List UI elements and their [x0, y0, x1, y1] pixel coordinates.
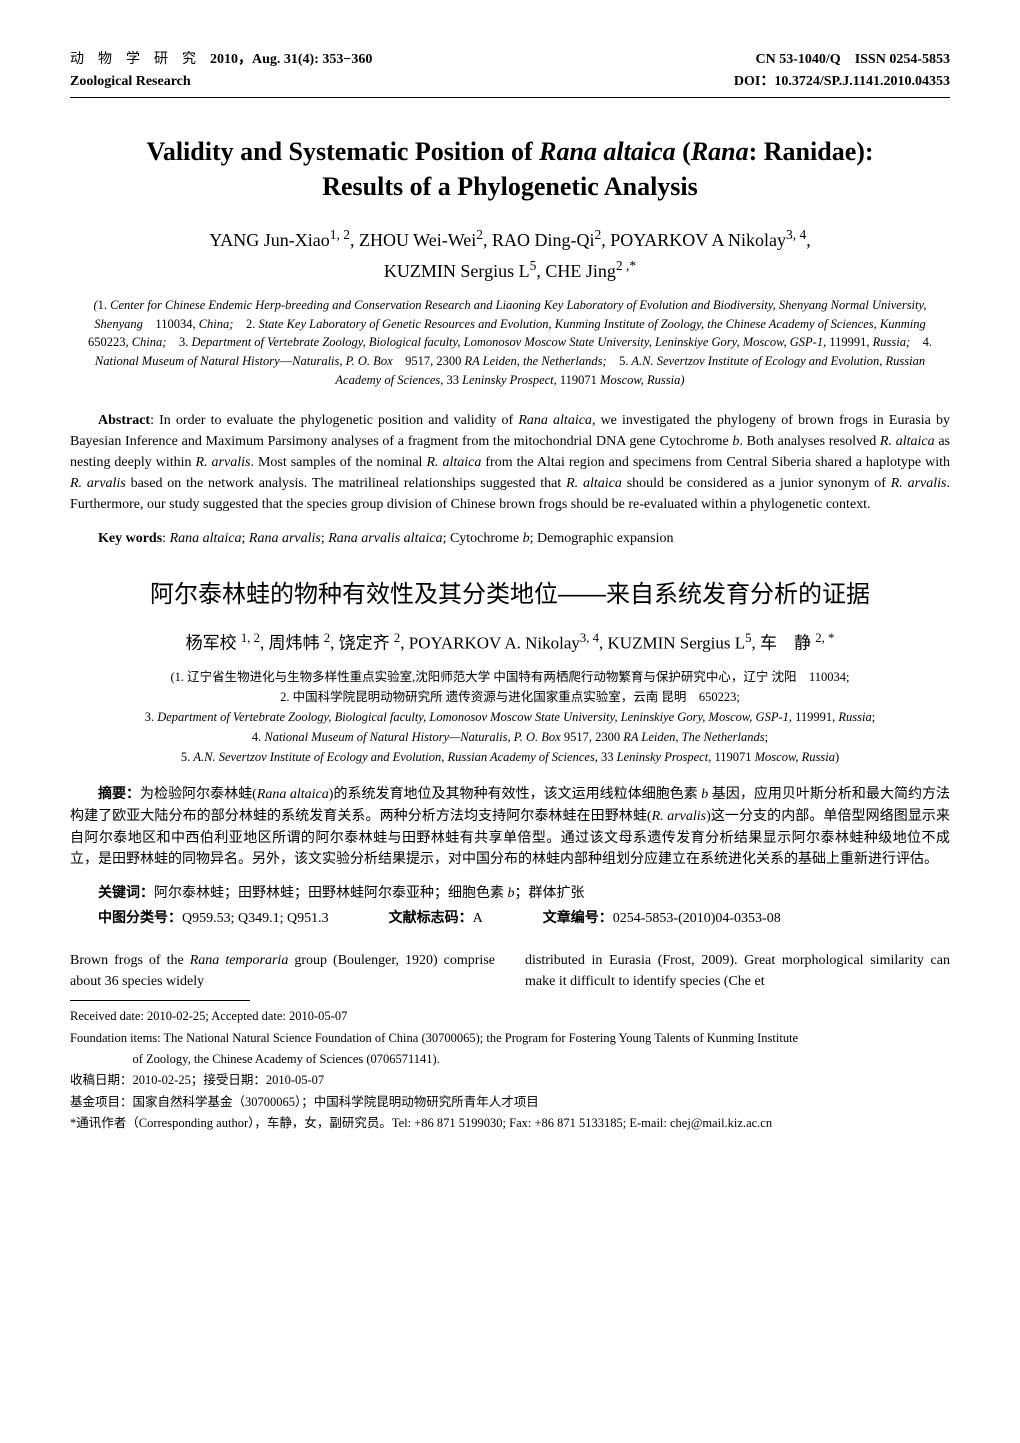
clc-label: 中图分类号： — [98, 909, 182, 925]
corresponding-author: *通讯作者（Corresponding author），车静，女，副研究员。Te… — [70, 1114, 950, 1133]
abstract-en: Abstract: In order to evaluate the phylo… — [70, 410, 950, 515]
authors-en-line1: YANG Jun-Xiao1, 2, ZHOU Wei-Wei2, RAO Di… — [209, 230, 810, 250]
foundation-cn: 基金项目：国家自然科学基金（30700065）；中国科学院昆明动物研究所青年人才… — [70, 1093, 950, 1112]
abstract-cn-text: 为检验阿尔泰林蛙(Rana altaica)的系统发育地位及其物种有效性，该文运… — [70, 787, 950, 867]
received-date-cn: 收稿日期：2010-02-25；接受日期：2010-05-07 — [70, 1071, 950, 1090]
issue-info: 2010，Aug. 31(4): 353−360 — [210, 52, 372, 67]
clc-value: Q959.53; Q349.1; Q951.3 — [182, 911, 329, 926]
authors-en: YANG Jun-Xiao1, 2, ZHOU Wei-Wei2, RAO Di… — [70, 224, 950, 286]
affiliations-cn: (1. 辽宁省生物进化与生物多样性重点实验室,沈阳师范大学 中国特有两栖爬行动物… — [70, 667, 950, 767]
abstract-cn-label: 摘要： — [98, 785, 140, 801]
keywords-en: Key words: Rana altaica; Rana arvalis; R… — [70, 529, 950, 549]
abstract-en-text: : In order to evaluate the phylogenetic … — [70, 413, 950, 512]
title-en-line2: Results of a Phylogenetic Analysis — [322, 172, 698, 201]
keywords-en-label: Key words — [98, 531, 162, 546]
journal-name-cn: 动 物 学 研 究 — [70, 52, 210, 67]
authors-en-line2: KUZMIN Sergius L5, CHE Jing2 ,* — [384, 261, 636, 281]
received-date-en: Received date: 2010-02-25; Accepted date… — [70, 1007, 950, 1026]
body-col-right: distributed in Eurasia (Frost, 2009). Gr… — [525, 950, 950, 992]
header-row-1: 动 物 学 研 究 2010，Aug. 31(4): 353−360 CN 53… — [70, 50, 950, 70]
classification-row: 中图分类号：Q959.53; Q349.1; Q951.3 文献标志码：A 文章编号… — [98, 908, 950, 929]
body-columns: Brown frogs of the Rana temporaria group… — [70, 950, 950, 992]
affiliations-en: (1. Center for Chinese Endemic Herp-bree… — [70, 296, 950, 390]
keywords-cn-text: 阿尔泰林蛙；田野林蛙；田野林蛙阿尔泰亚种；细胞色素 b；群体扩张 — [154, 886, 585, 901]
footnotes: Received date: 2010-02-25; Accepted date… — [70, 1007, 950, 1133]
foundation-en-1: Foundation items: The National Natural S… — [70, 1029, 950, 1048]
foundation-en-2: of Zoology, the Chinese Academy of Scien… — [70, 1050, 950, 1069]
keywords-cn-label: 关键词： — [98, 884, 154, 900]
header-row-2: Zoological Research DOI：10.3724/SP.J.114… — [70, 72, 950, 92]
keywords-en-text: : Rana altaica; Rana arvalis; Rana arval… — [162, 531, 673, 546]
doi: DOI：10.3724/SP.J.1141.2010.04353 — [734, 72, 950, 92]
article-title-cn: 阿尔泰林蛙的物种有效性及其分类地位——来自系统发育分析的证据 — [70, 578, 950, 612]
article-id-label: 文章编号： — [543, 909, 613, 925]
footnote-rule — [70, 1000, 250, 1001]
journal-header: 动 物 学 研 究 2010，Aug. 31(4): 353−360 CN 53… — [70, 50, 950, 98]
doc-code-label: 文献标志码： — [389, 909, 473, 925]
header-rule — [70, 97, 950, 98]
abstract-en-label: Abstract — [98, 413, 150, 428]
keywords-cn: 关键词：阿尔泰林蛙；田野林蛙；田野林蛙阿尔泰亚种；细胞色素 b；群体扩张 — [70, 883, 950, 904]
header-left-1: 动 物 学 研 究 2010，Aug. 31(4): 353−360 — [70, 50, 372, 70]
journal-name-en: Zoological Research — [70, 72, 191, 92]
abstract-cn: 摘要：为检验阿尔泰林蛙(Rana altaica)的系统发育地位及其物种有效性，… — [70, 783, 950, 871]
title-en-line1: Validity and Systematic Position of Rana… — [146, 137, 873, 166]
authors-cn: 杨军校 1, 2, 周炜帏 2, 饶定齐 2, POYARKOV A. Niko… — [70, 630, 950, 655]
article-id-value: 0254-5853-(2010)04-0353-08 — [613, 911, 781, 926]
cn-issn: CN 53-1040/Q ISSN 0254-5853 — [756, 50, 950, 70]
body-col-left: Brown frogs of the Rana temporaria group… — [70, 950, 495, 992]
doc-code-value: A — [473, 911, 483, 926]
article-title-en: Validity and Systematic Position of Rana… — [70, 134, 950, 204]
